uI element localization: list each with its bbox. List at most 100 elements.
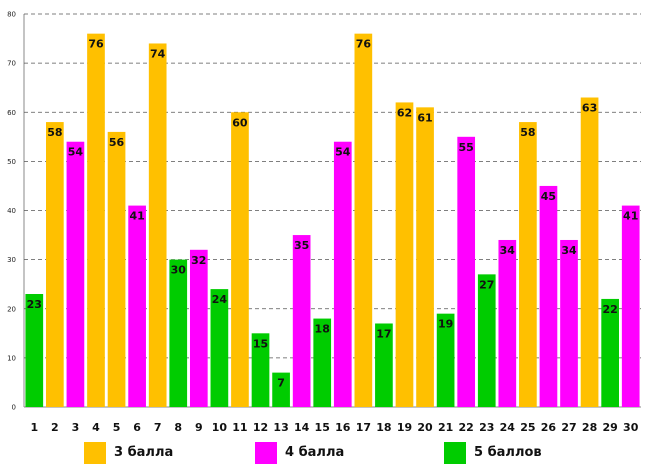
bar-30 (621, 205, 640, 407)
data-label-29: 22 (602, 303, 617, 316)
legend-label-4-points: 4 балла (285, 445, 345, 460)
data-label-28: 63 (582, 102, 597, 115)
x-tick-label-23: 23 (479, 421, 494, 434)
x-tick-label-4: 4 (92, 421, 100, 434)
x-tick-label-14: 14 (294, 421, 310, 434)
bar-8 (169, 259, 188, 407)
data-label-16: 54 (335, 146, 351, 159)
x-tick-label-1: 1 (30, 421, 38, 434)
bar-6 (128, 205, 146, 407)
y-tick-label: 40 (7, 207, 16, 215)
bar-4 (87, 33, 105, 408)
bar-2 (46, 122, 64, 407)
y-tick-label: 0 (12, 404, 16, 412)
x-tick-label-15: 15 (315, 421, 330, 434)
bar-5 (107, 131, 126, 407)
bar-14 (292, 235, 311, 407)
data-label-19: 62 (397, 106, 412, 119)
x-tick-label-12: 12 (253, 421, 268, 434)
y-tick-label: 10 (7, 354, 16, 362)
data-label-17: 76 (356, 38, 372, 51)
data-label-18: 17 (376, 327, 391, 340)
bar-9 (189, 249, 208, 407)
data-label-25: 58 (520, 126, 535, 139)
x-tick-label-9: 9 (195, 421, 203, 434)
data-label-4: 76 (88, 38, 104, 51)
x-tick-label-2: 2 (51, 421, 59, 434)
bar-7 (148, 43, 167, 407)
bar-24 (498, 239, 517, 407)
bar-17 (354, 33, 373, 408)
x-tick-label-25: 25 (520, 421, 535, 434)
x-tick-label-13: 13 (273, 421, 288, 434)
x-tick-label-28: 28 (582, 421, 597, 434)
data-label-15: 18 (315, 323, 330, 336)
x-tick-label-20: 20 (417, 421, 433, 434)
legend-label-5-points: 5 баллов (474, 445, 542, 460)
x-tick-label-10: 10 (212, 421, 228, 434)
bar-13 (272, 372, 290, 407)
bar-22 (457, 136, 476, 407)
x-tick-label-29: 29 (602, 421, 617, 434)
x-tick-label-5: 5 (113, 421, 121, 434)
x-tick-label-19: 19 (397, 421, 412, 434)
y-tick-label: 50 (7, 158, 16, 166)
x-tick-label-3: 3 (72, 421, 80, 434)
data-label-20: 61 (417, 111, 432, 124)
data-label-3: 54 (68, 146, 84, 159)
bar-27 (560, 239, 578, 407)
bar-10 (210, 289, 229, 407)
data-label-26: 45 (541, 190, 556, 203)
x-tick-label-26: 26 (541, 421, 557, 434)
data-label-12: 15 (253, 337, 268, 350)
x-tick-label-17: 17 (356, 421, 371, 434)
x-tick-label-24: 24 (500, 421, 516, 434)
data-label-30: 41 (623, 210, 638, 223)
x-tick-label-7: 7 (154, 421, 162, 434)
legend-swatch-4-points (255, 442, 277, 464)
bar-20 (416, 107, 434, 408)
data-label-24: 34 (500, 244, 516, 257)
legend-label-3-points: 3 балла (114, 445, 174, 460)
data-label-7: 74 (150, 47, 166, 60)
bar-23 (477, 274, 496, 407)
x-tick-label-11: 11 (232, 421, 247, 434)
y-tick-labels: 0 10 20 30 40 50 60 70 80 (7, 11, 16, 412)
bar-25 (519, 122, 537, 407)
data-label-14: 35 (294, 239, 309, 252)
bar-21 (436, 313, 455, 407)
data-label-8: 30 (171, 264, 187, 277)
gridlines (24, 13, 641, 359)
legend-swatch-3-points (84, 442, 106, 464)
bar-3 (66, 141, 85, 407)
y-tick-label: 20 (7, 305, 16, 313)
bar-15 (313, 318, 332, 407)
data-label-21: 19 (438, 318, 453, 331)
data-label-22: 55 (459, 141, 474, 154)
x-tick-label-16: 16 (335, 421, 351, 434)
data-label-27: 34 (561, 244, 577, 257)
x-tick-label-8: 8 (174, 421, 182, 434)
bar-16 (333, 141, 352, 407)
legend: 3 балла 4 балла 5 баллов (0, 442, 650, 470)
y-tick-label: 70 (7, 60, 16, 68)
bar-18 (375, 323, 393, 407)
bar-29 (601, 298, 619, 407)
bar-1 (25, 294, 44, 407)
y-tick-label: 60 (7, 109, 16, 117)
bar-11 (231, 112, 249, 407)
x-tick-label-22: 22 (459, 421, 474, 434)
x-tick-label-21: 21 (438, 421, 453, 434)
data-label-2: 58 (47, 126, 62, 139)
data-label-6: 41 (129, 210, 144, 223)
data-label-1: 23 (27, 298, 42, 311)
data-label-10: 24 (212, 293, 228, 306)
bar-12 (251, 333, 270, 407)
data-label-13: 7 (277, 377, 285, 390)
x-tick-label-6: 6 (133, 421, 141, 434)
x-tick-label-30: 30 (623, 421, 639, 434)
bar-26 (539, 185, 558, 407)
y-tick-label: 30 (7, 256, 16, 264)
data-label-23: 27 (479, 278, 494, 291)
